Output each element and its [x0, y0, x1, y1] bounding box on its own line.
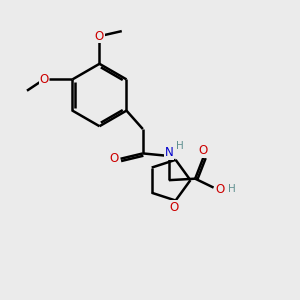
- Text: N: N: [165, 146, 173, 159]
- Text: H: H: [176, 141, 184, 151]
- Text: H: H: [228, 184, 236, 194]
- Text: O: O: [110, 152, 118, 165]
- Text: O: O: [215, 183, 224, 196]
- Text: O: O: [95, 30, 104, 43]
- Text: O: O: [39, 73, 49, 86]
- Text: O: O: [199, 144, 208, 157]
- Text: O: O: [169, 201, 179, 214]
